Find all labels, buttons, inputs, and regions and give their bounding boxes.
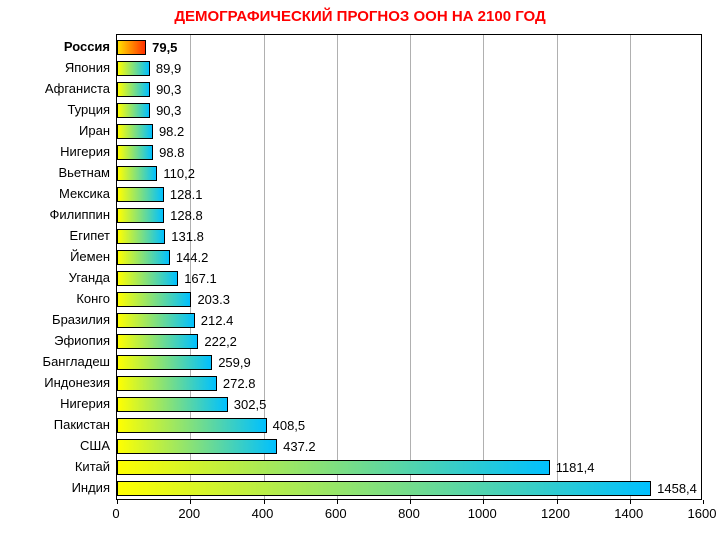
y-category-label: Япония: [65, 60, 110, 75]
y-category-label: Иран: [79, 123, 110, 138]
y-category-label: Китай: [75, 459, 110, 474]
chart: ДЕМОГРАФИЧЕСКИЙ ПРОГНОЗ ООН НА 2100 ГОД …: [0, 0, 720, 540]
bar: 259,9: [117, 355, 212, 370]
bar-value-label: 128.8: [170, 208, 203, 223]
x-tick-label: 400: [252, 506, 274, 521]
bar: 272.8: [117, 376, 217, 391]
y-category-label: Йемен: [70, 249, 110, 264]
y-category-label: Индонезия: [44, 375, 110, 390]
bar: 98.2: [117, 124, 153, 139]
bar: 110,2: [117, 166, 157, 181]
bar: 128.1: [117, 187, 164, 202]
bar: 131.8: [117, 229, 165, 244]
bar-value-label: 144.2: [176, 250, 209, 265]
bar-value-label: 302,5: [234, 397, 267, 412]
bar: 90,3: [117, 82, 150, 97]
x-tick-label: 600: [325, 506, 347, 521]
bar-value-label: 90,3: [156, 82, 181, 97]
bar-value-label: 110,2: [163, 166, 195, 181]
y-category-label: США: [80, 438, 110, 453]
y-category-label: Филиппин: [49, 207, 110, 222]
bar: 89,9: [117, 61, 150, 76]
bar: 302,5: [117, 397, 228, 412]
bar-value-label: 408,5: [273, 418, 306, 433]
bar-value-label: 131.8: [171, 229, 204, 244]
bar: 222,2: [117, 334, 198, 349]
y-category-label: Эфиопия: [54, 333, 110, 348]
y-category-label: Египет: [70, 228, 110, 243]
bar-value-label: 98.8: [159, 145, 184, 160]
bar: 212.4: [117, 313, 195, 328]
bar-value-label: 98.2: [159, 124, 184, 139]
chart-title: ДЕМОГРАФИЧЕСКИЙ ПРОГНОЗ ООН НА 2100 ГОД: [0, 8, 720, 25]
bar: 167.1: [117, 271, 178, 286]
bar: 437.2: [117, 439, 277, 454]
bar: 98.8: [117, 145, 153, 160]
bar-value-label: 1181,4: [556, 460, 595, 475]
bar-value-label: 90,3: [156, 103, 181, 118]
y-category-label: Пакистан: [54, 417, 110, 432]
y-category-label: Бангладеш: [43, 354, 110, 369]
y-category-label: Афганиста: [45, 81, 110, 96]
bar: 408,5: [117, 418, 267, 433]
y-category-label: Турция: [67, 102, 110, 117]
y-category-label: Бразилия: [52, 312, 110, 327]
x-tick-label: 1600: [688, 506, 717, 521]
bar: 1458,4: [117, 481, 651, 496]
bar-value-label: 259,9: [218, 355, 251, 370]
bar-value-label: 79,5: [152, 40, 177, 55]
bar-value-label: 272.8: [223, 376, 256, 391]
y-category-label: Конго: [76, 291, 110, 306]
x-tick-label: 1000: [468, 506, 497, 521]
bar: 1181,4: [117, 460, 550, 475]
bar-value-label: 212.4: [201, 313, 234, 328]
bar-value-label: 222,2: [204, 334, 237, 349]
y-category-label: Мексика: [59, 186, 110, 201]
x-tick-label: 200: [178, 506, 200, 521]
y-category-label: Вьетнам: [58, 165, 110, 180]
x-tick-label: 800: [398, 506, 420, 521]
x-tick-label: 1200: [541, 506, 570, 521]
bar: 144.2: [117, 250, 170, 265]
bar-value-label: 167.1: [184, 271, 217, 286]
bar: 79,5: [117, 40, 146, 55]
bar: 90,3: [117, 103, 150, 118]
bar-value-label: 128.1: [170, 187, 203, 202]
y-category-label: Россия: [64, 39, 110, 54]
bar-value-label: 89,9: [156, 61, 181, 76]
y-category-label: Индия: [72, 480, 110, 495]
bar-value-label: 203.3: [197, 292, 230, 307]
plot-area: 79,589,990,390,398.298.8110,2128.1128.81…: [116, 34, 702, 500]
y-category-label: Нигерия: [60, 396, 110, 411]
bar: 128.8: [117, 208, 164, 223]
bar-value-label: 437.2: [283, 439, 316, 454]
y-category-label: Уганда: [69, 270, 110, 285]
y-axis-labels: Россия Япония Афганиста Турция Иран Нигерия Вь…: [0, 34, 110, 500]
bar: 203.3: [117, 292, 191, 307]
x-tick-label: 0: [112, 506, 119, 521]
y-category-label: Нигерия: [60, 144, 110, 159]
x-tick-label: 1400: [614, 506, 643, 521]
bar-value-label: 1458,4: [657, 481, 697, 496]
